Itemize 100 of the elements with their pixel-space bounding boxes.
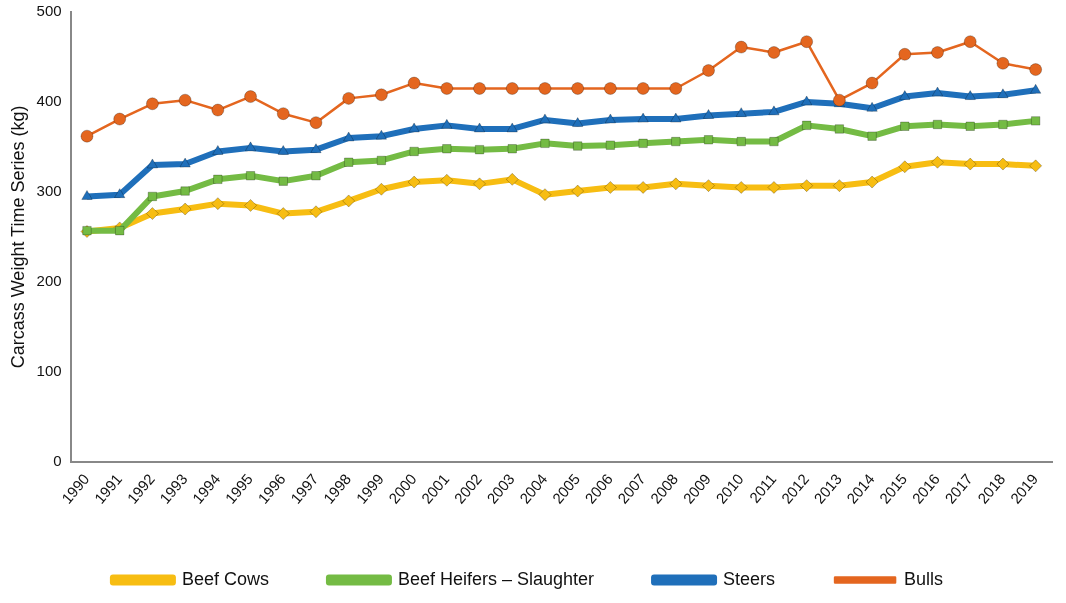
point <box>473 81 487 95</box>
point <box>669 81 683 95</box>
y-axis-title: Carcass Weight Time Series (kg) <box>7 105 28 369</box>
point <box>571 117 584 128</box>
point <box>769 136 779 147</box>
point <box>407 76 421 90</box>
point <box>145 207 159 221</box>
point <box>603 180 617 194</box>
point <box>898 47 912 61</box>
point <box>702 179 716 193</box>
point <box>211 197 225 211</box>
point <box>473 122 486 133</box>
point <box>376 155 387 166</box>
point <box>865 175 879 189</box>
point <box>309 205 323 219</box>
point <box>931 86 944 97</box>
point <box>538 188 552 202</box>
point <box>342 131 355 142</box>
point <box>540 138 550 149</box>
point <box>539 113 551 124</box>
point <box>211 103 225 117</box>
point <box>343 157 354 167</box>
point <box>1029 83 1042 94</box>
point <box>245 171 256 181</box>
point <box>342 91 356 105</box>
point <box>145 97 159 111</box>
point <box>277 144 289 155</box>
point <box>637 112 649 123</box>
point <box>866 101 878 112</box>
point <box>671 136 681 147</box>
point <box>964 90 976 101</box>
point <box>180 186 190 196</box>
point <box>1029 63 1043 77</box>
point <box>244 198 258 212</box>
point <box>736 136 746 147</box>
point <box>931 45 945 59</box>
point <box>146 158 159 169</box>
point <box>702 63 716 77</box>
point <box>996 56 1010 70</box>
point <box>703 135 714 145</box>
point <box>178 202 192 216</box>
legend-label: Steers <box>723 568 776 589</box>
y-tick-label: 100 <box>36 362 62 380</box>
point <box>114 225 125 236</box>
legend-label: Beef Cows <box>181 568 269 589</box>
point <box>768 105 780 116</box>
point <box>507 144 517 154</box>
point <box>996 157 1010 171</box>
point <box>867 131 877 141</box>
y-tick-label: 200 <box>36 272 62 290</box>
point <box>800 95 813 106</box>
point <box>505 172 519 186</box>
point <box>571 81 585 95</box>
point <box>636 81 650 95</box>
point <box>734 180 748 194</box>
point <box>932 119 943 130</box>
point <box>767 180 781 194</box>
point <box>900 121 910 132</box>
point <box>931 155 945 169</box>
point <box>702 108 715 119</box>
point <box>965 121 975 132</box>
point <box>1029 159 1043 173</box>
point <box>244 90 258 104</box>
point <box>834 124 845 134</box>
point <box>669 177 683 191</box>
point <box>408 122 420 133</box>
point <box>474 144 485 155</box>
y-tick-label: 500 <box>36 2 62 20</box>
point <box>213 174 223 185</box>
point <box>179 157 191 168</box>
point <box>147 191 158 202</box>
point <box>506 122 518 133</box>
point <box>832 93 846 107</box>
point <box>605 140 616 150</box>
point <box>342 194 356 208</box>
point <box>440 173 454 187</box>
point <box>505 81 519 95</box>
point <box>407 175 421 189</box>
y-tick-label: 0 <box>53 452 62 470</box>
point <box>375 129 388 140</box>
point <box>114 188 126 199</box>
point <box>800 35 814 49</box>
point <box>997 88 1009 99</box>
point <box>278 176 288 186</box>
point <box>409 146 419 157</box>
point <box>178 93 192 107</box>
point <box>440 81 454 95</box>
point <box>309 116 323 130</box>
point <box>473 177 487 191</box>
point <box>898 160 912 174</box>
point <box>212 144 224 155</box>
point <box>244 141 257 152</box>
y-tick-label: 300 <box>36 182 62 200</box>
point <box>832 179 846 193</box>
point <box>963 157 977 171</box>
point <box>310 143 322 154</box>
point <box>572 141 583 151</box>
point <box>998 119 1008 130</box>
point <box>801 120 812 131</box>
point <box>734 40 748 54</box>
